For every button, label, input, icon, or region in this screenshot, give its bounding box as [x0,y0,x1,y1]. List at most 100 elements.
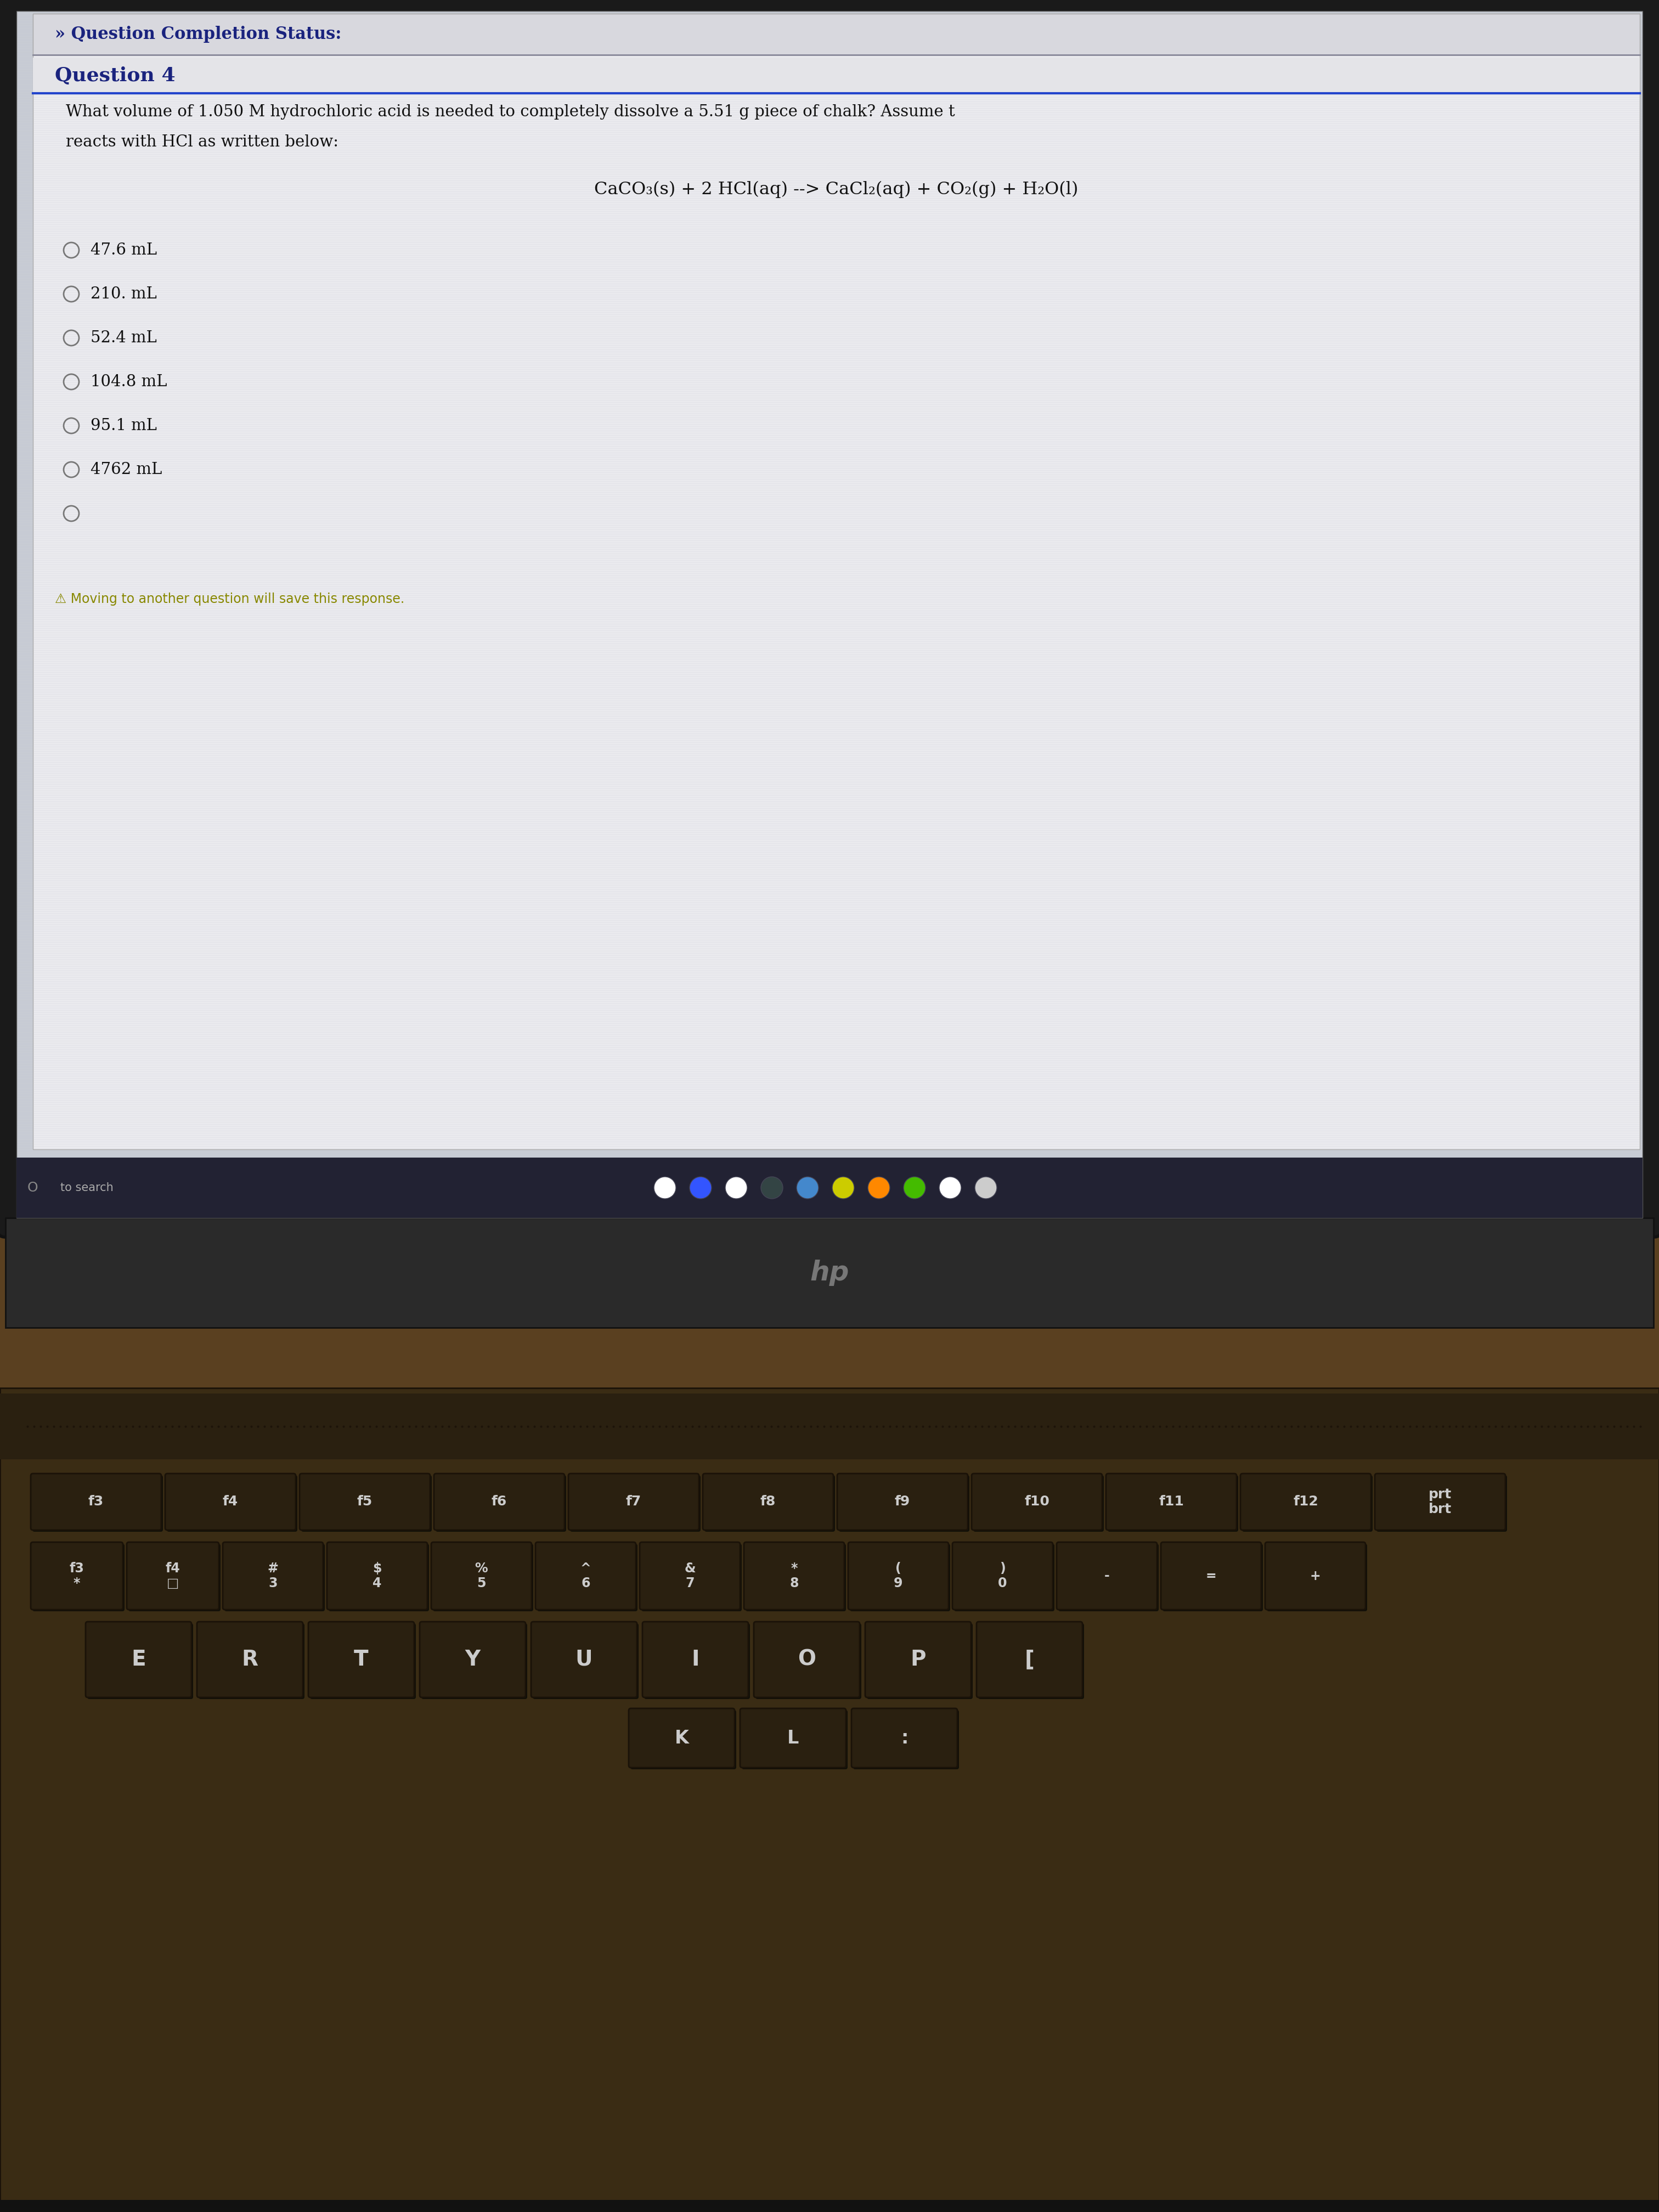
Text: 95.1 mL: 95.1 mL [91,418,158,434]
Text: f3
*: f3 * [70,1562,85,1590]
FancyBboxPatch shape [1108,1475,1238,1531]
Text: )
0: ) 0 [999,1562,1007,1590]
FancyBboxPatch shape [88,1624,192,1699]
Text: K: K [675,1730,688,1747]
FancyBboxPatch shape [33,1544,124,1610]
FancyBboxPatch shape [1058,1544,1158,1610]
FancyBboxPatch shape [0,1387,1659,2212]
FancyBboxPatch shape [222,1542,324,1610]
FancyBboxPatch shape [1057,1542,1156,1610]
Text: ^
6: ^ 6 [581,1562,591,1590]
FancyBboxPatch shape [421,1624,528,1699]
FancyBboxPatch shape [1241,1473,1370,1531]
FancyBboxPatch shape [128,1544,221,1610]
Circle shape [761,1177,783,1199]
FancyBboxPatch shape [838,1473,967,1531]
Text: » Question Completion Status:: » Question Completion Status: [55,27,342,42]
FancyBboxPatch shape [435,1473,564,1531]
FancyBboxPatch shape [977,1621,1082,1697]
FancyBboxPatch shape [328,1544,430,1610]
FancyBboxPatch shape [853,1710,959,1770]
Text: f3: f3 [88,1495,105,1509]
FancyBboxPatch shape [197,1621,304,1697]
Text: 52.4 mL: 52.4 mL [91,330,158,345]
Text: f4
□: f4 □ [166,1562,181,1590]
Text: Y: Y [465,1650,481,1670]
Circle shape [654,1177,675,1199]
FancyBboxPatch shape [420,1621,526,1697]
FancyBboxPatch shape [640,1542,740,1610]
FancyBboxPatch shape [848,1542,949,1610]
Circle shape [868,1177,889,1199]
FancyBboxPatch shape [126,1542,219,1610]
FancyBboxPatch shape [538,1544,637,1610]
Circle shape [725,1177,747,1199]
Text: f6: f6 [491,1495,508,1509]
FancyBboxPatch shape [849,1544,951,1610]
Text: &
7: & 7 [684,1562,695,1590]
FancyBboxPatch shape [433,1544,533,1610]
Text: f4: f4 [222,1495,239,1509]
FancyBboxPatch shape [745,1544,846,1610]
FancyBboxPatch shape [0,0,1659,1237]
FancyBboxPatch shape [571,1475,700,1531]
FancyBboxPatch shape [642,1544,742,1610]
Text: P: P [911,1650,926,1670]
FancyBboxPatch shape [839,1475,969,1531]
FancyBboxPatch shape [0,1394,1659,1460]
Text: $
4: $ 4 [373,1562,382,1590]
Text: =: = [1206,1568,1216,1582]
FancyBboxPatch shape [33,1475,163,1531]
FancyBboxPatch shape [569,1473,698,1531]
Text: 210. mL: 210. mL [91,285,158,301]
Text: E: E [131,1650,146,1670]
FancyBboxPatch shape [1267,1544,1367,1610]
Text: prt
brt: prt brt [1428,1489,1452,1515]
Text: 4762 mL: 4762 mL [91,462,163,478]
FancyBboxPatch shape [17,1157,1642,1219]
FancyBboxPatch shape [302,1475,431,1531]
FancyBboxPatch shape [954,1544,1055,1610]
Text: (
9: ( 9 [894,1562,902,1590]
FancyBboxPatch shape [531,1621,637,1697]
Text: to search: to search [60,1181,113,1192]
Circle shape [690,1177,712,1199]
FancyBboxPatch shape [743,1542,844,1610]
FancyBboxPatch shape [33,13,1639,1150]
FancyBboxPatch shape [17,11,1642,1219]
Text: hp: hp [810,1259,849,1285]
Text: f9: f9 [894,1495,911,1509]
Text: [: [ [1025,1650,1034,1670]
Text: O: O [28,1181,38,1194]
FancyBboxPatch shape [1161,1542,1261,1610]
Text: R: R [242,1650,259,1670]
FancyBboxPatch shape [864,1621,971,1697]
FancyBboxPatch shape [851,1708,957,1767]
FancyBboxPatch shape [703,1473,833,1531]
Text: f11: f11 [1158,1495,1185,1509]
Text: 104.8 mL: 104.8 mL [91,374,168,389]
FancyBboxPatch shape [224,1544,325,1610]
Text: f8: f8 [760,1495,776,1509]
Text: -: - [1105,1568,1110,1582]
FancyBboxPatch shape [705,1475,834,1531]
FancyBboxPatch shape [755,1624,861,1699]
FancyBboxPatch shape [431,1542,531,1610]
Text: f10: f10 [1024,1495,1050,1509]
FancyBboxPatch shape [166,1473,295,1531]
Circle shape [975,1177,997,1199]
Text: *
8: * 8 [790,1562,798,1590]
FancyBboxPatch shape [86,1621,191,1697]
FancyBboxPatch shape [5,1219,1654,1327]
Text: +: + [1311,1568,1321,1582]
FancyBboxPatch shape [1266,1542,1365,1610]
Text: O: O [798,1650,816,1670]
FancyBboxPatch shape [33,58,1639,93]
FancyBboxPatch shape [629,1708,735,1767]
FancyBboxPatch shape [1377,1475,1506,1531]
Text: CaCO₃(s) + 2 HCl(aq) --> CaCl₂(aq) + CO₂(g) + H₂O(l): CaCO₃(s) + 2 HCl(aq) --> CaCl₂(aq) + CO₂… [594,181,1078,199]
FancyBboxPatch shape [974,1475,1103,1531]
FancyBboxPatch shape [644,1624,750,1699]
FancyBboxPatch shape [1107,1473,1236,1531]
FancyBboxPatch shape [33,13,1639,55]
